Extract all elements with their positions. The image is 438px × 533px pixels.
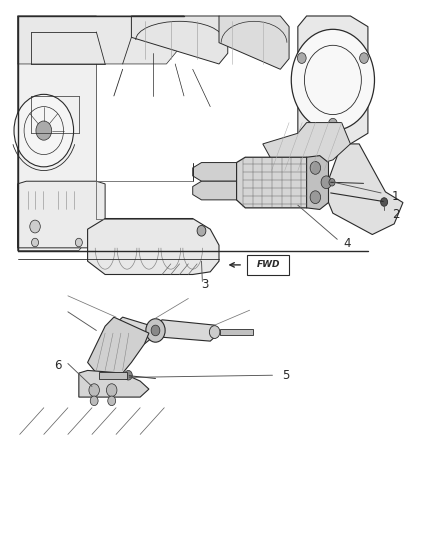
Polygon shape — [88, 317, 149, 373]
Circle shape — [30, 220, 40, 233]
Polygon shape — [153, 320, 219, 341]
Circle shape — [360, 53, 368, 63]
Circle shape — [14, 94, 74, 167]
Circle shape — [329, 179, 335, 186]
Circle shape — [90, 396, 98, 406]
Polygon shape — [131, 16, 228, 64]
Circle shape — [89, 384, 99, 397]
Polygon shape — [324, 144, 403, 235]
Text: 3: 3 — [201, 278, 209, 291]
Bar — [220, 329, 253, 335]
Bar — [99, 372, 127, 379]
Circle shape — [297, 53, 306, 63]
Polygon shape — [88, 219, 219, 274]
Circle shape — [32, 238, 39, 247]
Circle shape — [328, 118, 337, 129]
Text: 6: 6 — [54, 359, 61, 372]
Polygon shape — [18, 185, 96, 214]
Bar — [24, 190, 53, 211]
Text: 4: 4 — [344, 237, 351, 250]
Text: 1: 1 — [392, 190, 399, 203]
Circle shape — [197, 225, 206, 236]
Text: 5: 5 — [283, 369, 290, 382]
Circle shape — [381, 198, 388, 206]
Bar — [247, 255, 289, 275]
Circle shape — [291, 29, 374, 131]
Circle shape — [151, 325, 160, 336]
Text: FWD: FWD — [257, 261, 280, 269]
Circle shape — [146, 319, 165, 342]
Polygon shape — [193, 181, 237, 200]
Polygon shape — [307, 156, 328, 209]
Circle shape — [321, 176, 332, 189]
Polygon shape — [18, 16, 184, 64]
Polygon shape — [18, 16, 96, 251]
Polygon shape — [18, 181, 105, 248]
Bar — [55, 190, 83, 211]
Polygon shape — [105, 317, 158, 344]
Polygon shape — [298, 16, 368, 144]
Circle shape — [106, 384, 117, 397]
Polygon shape — [79, 370, 149, 397]
Polygon shape — [237, 157, 315, 208]
Polygon shape — [193, 163, 237, 181]
Text: 2: 2 — [392, 208, 399, 221]
Circle shape — [75, 238, 82, 247]
Circle shape — [108, 396, 116, 406]
Circle shape — [124, 370, 132, 380]
Circle shape — [310, 161, 321, 174]
Polygon shape — [219, 16, 289, 69]
Circle shape — [36, 121, 52, 140]
Polygon shape — [263, 123, 350, 171]
Circle shape — [310, 191, 321, 204]
Circle shape — [209, 326, 220, 338]
